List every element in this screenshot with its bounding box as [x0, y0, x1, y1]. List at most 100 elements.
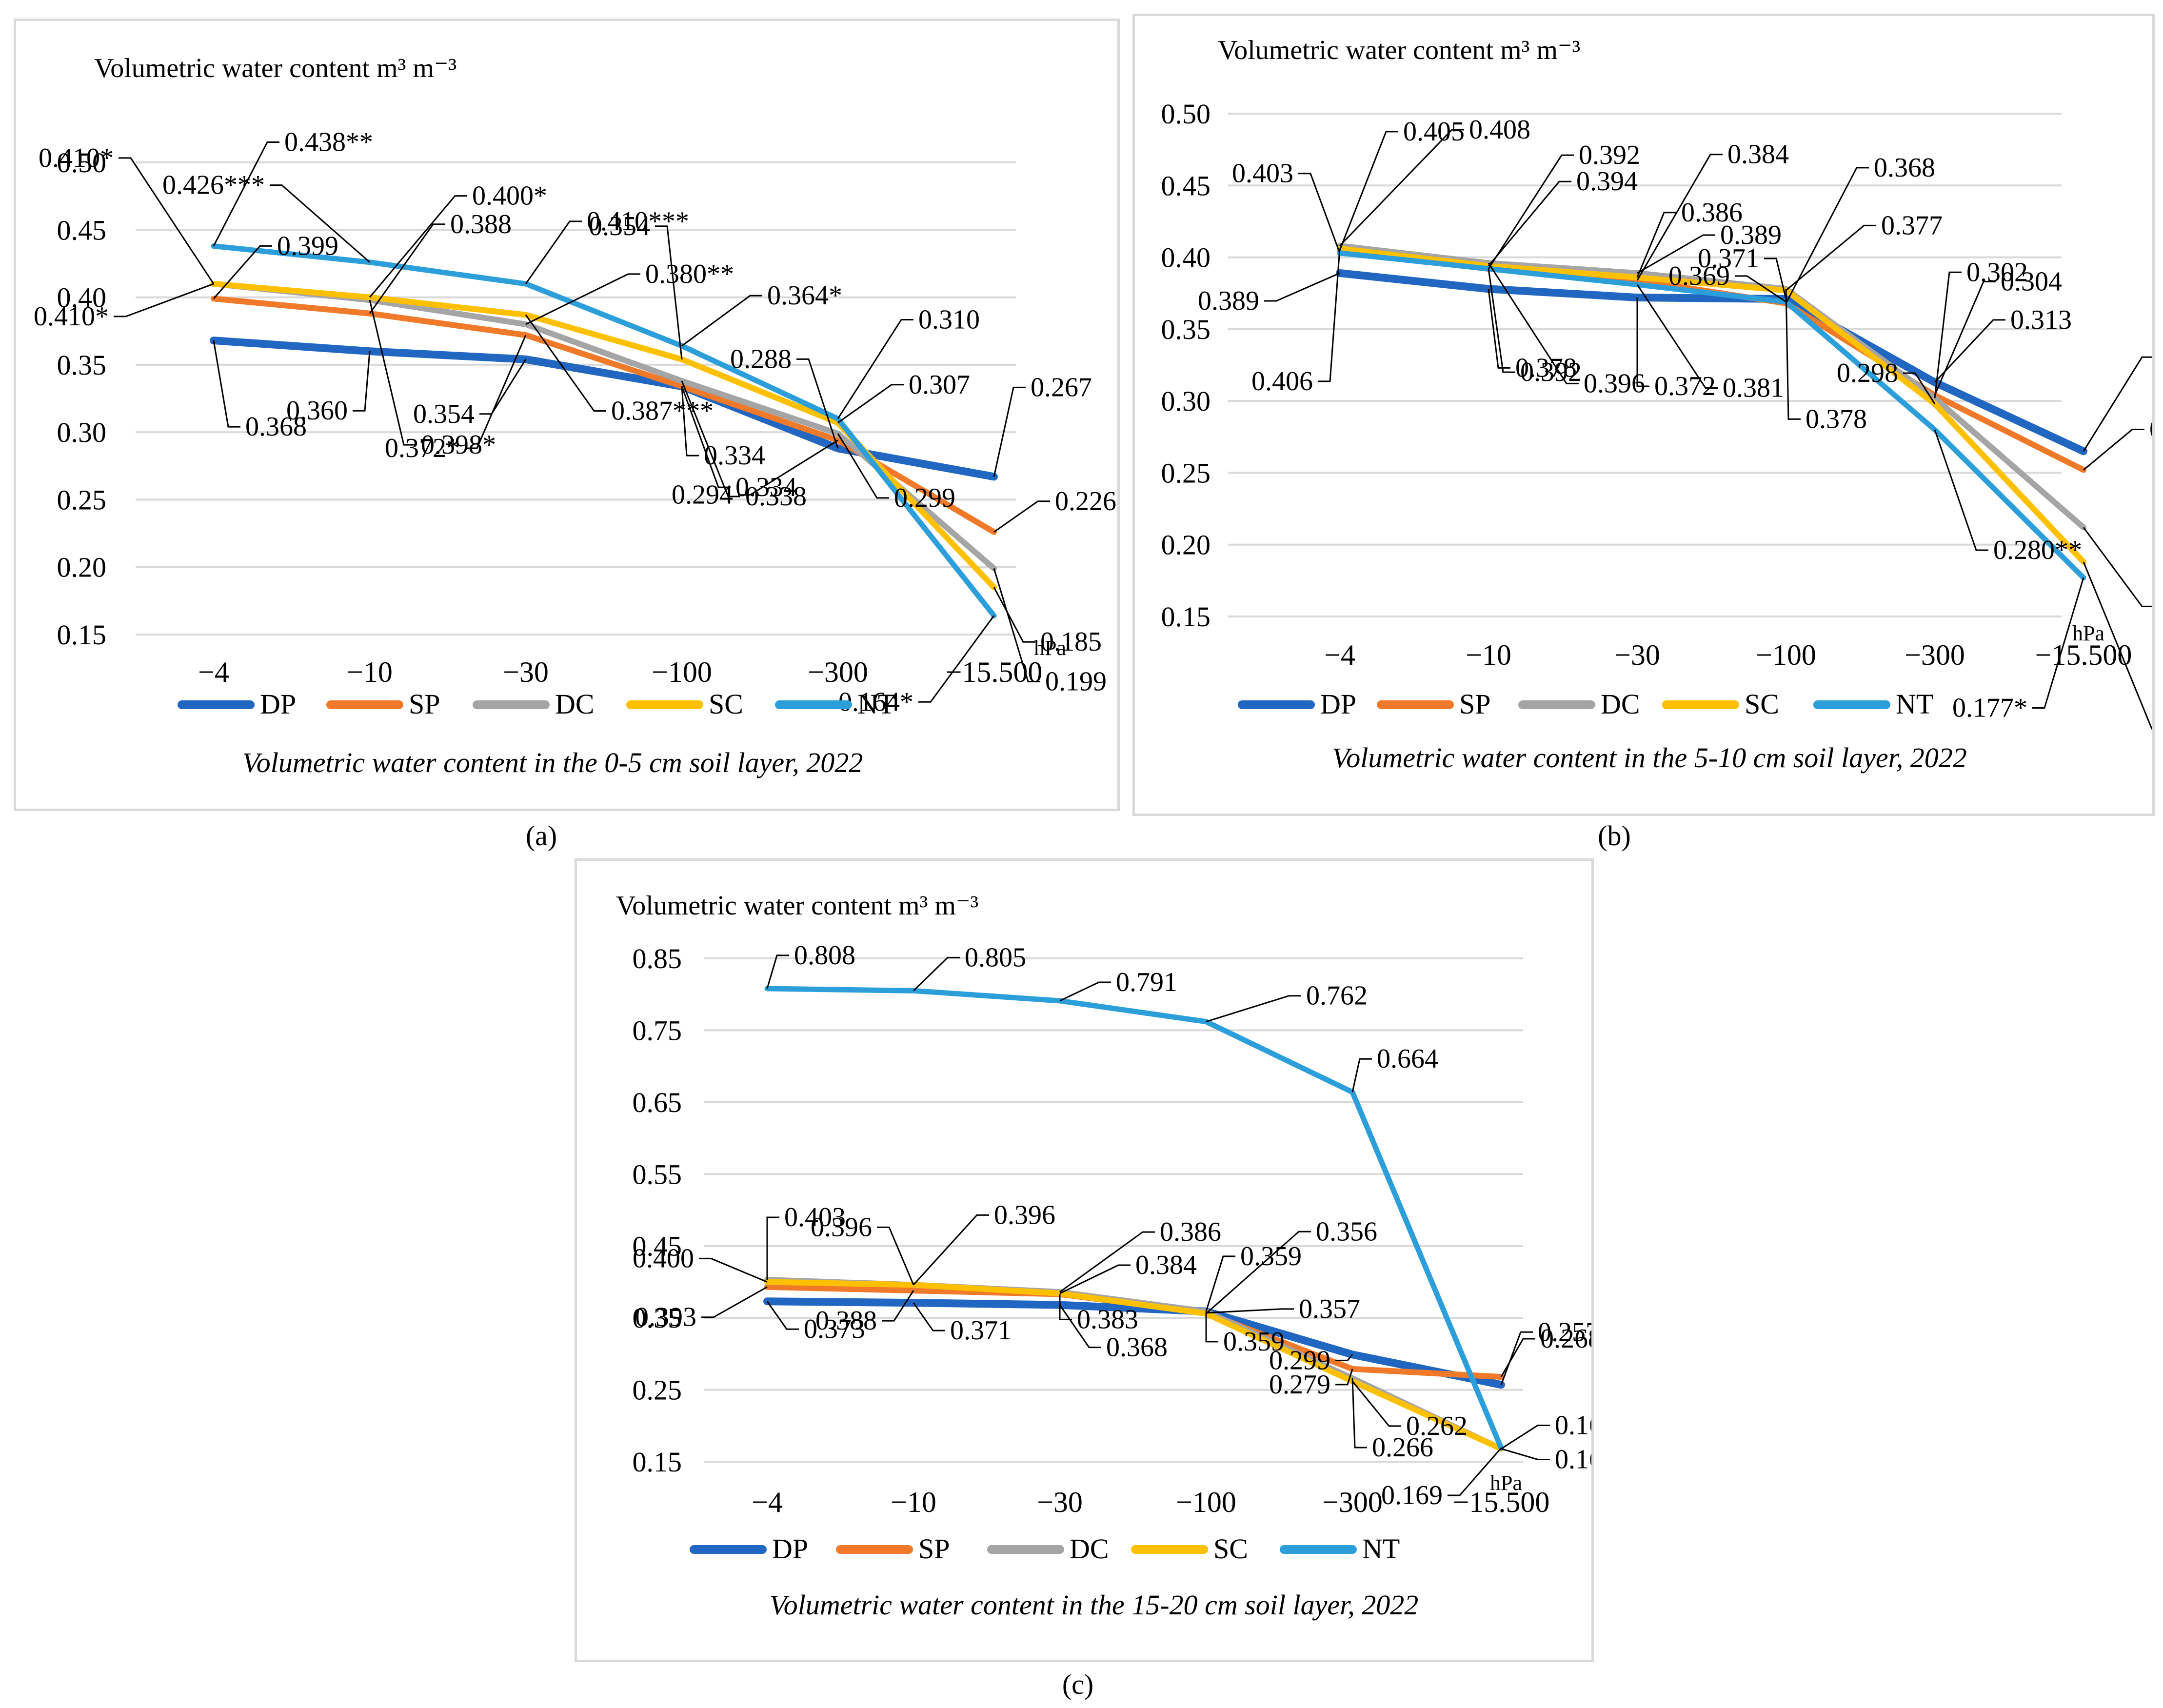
data-label-sp: 0.226	[1055, 486, 1116, 516]
data-label-dp: 0.371	[1698, 243, 1759, 274]
data-label-sc: 0.298	[1837, 358, 1898, 388]
legend-label-nt: NT	[1896, 688, 1933, 720]
data-label-dp: 0.368	[1106, 1332, 1168, 1363]
data-label-sp: 0.304	[2001, 266, 2062, 297]
data-label-leader	[2083, 561, 2152, 730]
data-label-leader	[1934, 271, 1962, 398]
data-label-leader	[1903, 372, 1936, 404]
data-label-sp: 0.399	[277, 231, 338, 261]
data-label-leader	[369, 223, 445, 314]
chart-caption: Volumetric water content in the 0-5 cm s…	[242, 747, 863, 778]
data-label-nt: 0.280**	[1993, 535, 2082, 565]
data-label-nt: 0.805	[965, 942, 1026, 973]
y-tick-label: 0.20	[1161, 529, 1211, 561]
data-label-dp: 0.288	[730, 344, 792, 374]
legend-label-sp: SP	[409, 688, 440, 720]
data-label-leader	[882, 1290, 914, 1322]
data-label-leader	[766, 954, 789, 989]
data-label-leader	[701, 1286, 768, 1318]
data-label-leader	[1059, 1294, 1072, 1320]
data-label-dc: 0.403	[784, 1202, 846, 1232]
y-tick-label: 0.25	[1161, 457, 1211, 489]
data-label-leader	[1488, 268, 1515, 373]
legend-label-sc: SC	[1745, 688, 1779, 720]
data-label-leader	[1488, 262, 1579, 384]
chart-title: Volumetric water content m³ m⁻³	[1218, 35, 1580, 65]
data-label-leader	[1501, 1424, 1550, 1450]
data-label-leader	[993, 587, 1035, 643]
chart-c: Volumetric water content m³ m⁻³ 0.15 0.25 0…	[616, 891, 1591, 1621]
y-tick-label: 0.55	[633, 1158, 682, 1190]
data-label-sp: 0.357	[1299, 1294, 1360, 1324]
data-label-leader	[1264, 272, 1340, 302]
data-label-leader	[738, 439, 838, 496]
data-label-nt: 0.369	[1668, 261, 1730, 291]
panel-a: Volumetric water content m³ m⁻³ 0.15 0.20 0…	[14, 19, 1120, 811]
data-label-leader	[1785, 167, 1869, 304]
data-label-leader	[479, 358, 527, 415]
data-label-dc: 0.199	[1045, 666, 1107, 696]
data-label-dp: 0.371	[950, 1315, 1012, 1346]
data-label-leader	[1059, 981, 1111, 1002]
data-label-leader	[993, 500, 1050, 533]
data-label-sc: 0.168	[1555, 1444, 1591, 1474]
data-label-leader	[1934, 319, 2005, 383]
data-label-dc: 0.168	[1555, 1410, 1591, 1440]
data-label-leader	[1448, 1447, 1502, 1496]
data-label-leader	[1934, 429, 1988, 551]
data-label-sp: 0.334	[735, 472, 797, 502]
data-label-nt: 0.438**	[284, 127, 373, 157]
data-label-sc: 0.356	[1316, 1216, 1377, 1247]
data-label-leader	[1488, 154, 1574, 269]
data-label-leader	[2083, 356, 2152, 452]
data-label-leader	[1205, 1255, 1235, 1312]
data-label-leader	[1351, 1380, 1401, 1427]
x-tick-label: −15.500	[946, 656, 1043, 688]
data-label-leader	[1059, 1231, 1155, 1293]
x-tick-label: −300	[1905, 639, 1965, 671]
series-line-dp	[1336, 269, 2087, 456]
data-label-sc: 0.384	[1135, 1250, 1197, 1280]
data-label-sp: 0.405	[1403, 117, 1465, 147]
data-label-leader	[1351, 1058, 1372, 1092]
data-label-dc: 0.302	[1966, 257, 2028, 287]
data-label-leader	[993, 568, 1040, 682]
chart-caption: Volumetric water content in the 15-20 cm…	[770, 1589, 1419, 1621]
data-label-leader	[525, 273, 640, 325]
data-label-dc: 0.386	[1160, 1217, 1221, 1247]
data-label-nt: 0.177*	[1952, 693, 2027, 723]
y-tick-label: 0.30	[57, 417, 107, 448]
x-tick-label: −30	[1037, 1486, 1083, 1518]
y-tick-label: 0.35	[57, 349, 107, 381]
data-label-dc: 0.396	[1584, 368, 1645, 398]
legend-label-dp: DP	[260, 688, 296, 720]
data-label-sp: 0.252	[2149, 415, 2152, 445]
legend-label-dc: DC	[555, 688, 595, 720]
data-label-leader	[1785, 289, 1801, 420]
data-label-sc: 0.394	[1576, 166, 1638, 197]
chart-a: Volumetric water content m³ m⁻³ 0.15 0.20 0…	[34, 53, 1116, 778]
data-label-dp: 0.360	[286, 396, 348, 426]
data-label-leader	[1206, 1308, 1294, 1314]
data-label-leader	[1636, 298, 1649, 387]
data-label-dp: 0.389	[1198, 286, 1259, 316]
y-tick-label: 0.50	[1161, 98, 1211, 130]
y-tick-label: 0.50	[57, 147, 107, 179]
data-label-leader	[1488, 289, 1510, 369]
data-label-dp: 0.257	[1538, 1317, 1591, 1347]
data-label-leader	[1351, 1378, 1367, 1449]
x-axis-unit: hPa	[2072, 621, 2104, 645]
data-label-sc: 0.400	[633, 1243, 694, 1273]
legend-label-sp: SP	[918, 1533, 950, 1565]
data-label-sc: 0.400*	[472, 181, 547, 211]
y-tick-label: 0.65	[633, 1087, 682, 1118]
data-label-leader	[1636, 212, 1676, 278]
data-label-leader	[213, 245, 272, 299]
series-line-nt	[211, 243, 997, 618]
data-label-leader	[525, 314, 606, 412]
data-label-nt: 0.410***	[587, 206, 689, 237]
y-tick-label: 0.25	[633, 1374, 682, 1406]
y-tick-label: 0.35	[1161, 314, 1211, 345]
data-label-leader	[1500, 1331, 1533, 1385]
data-label-leader	[213, 340, 240, 428]
